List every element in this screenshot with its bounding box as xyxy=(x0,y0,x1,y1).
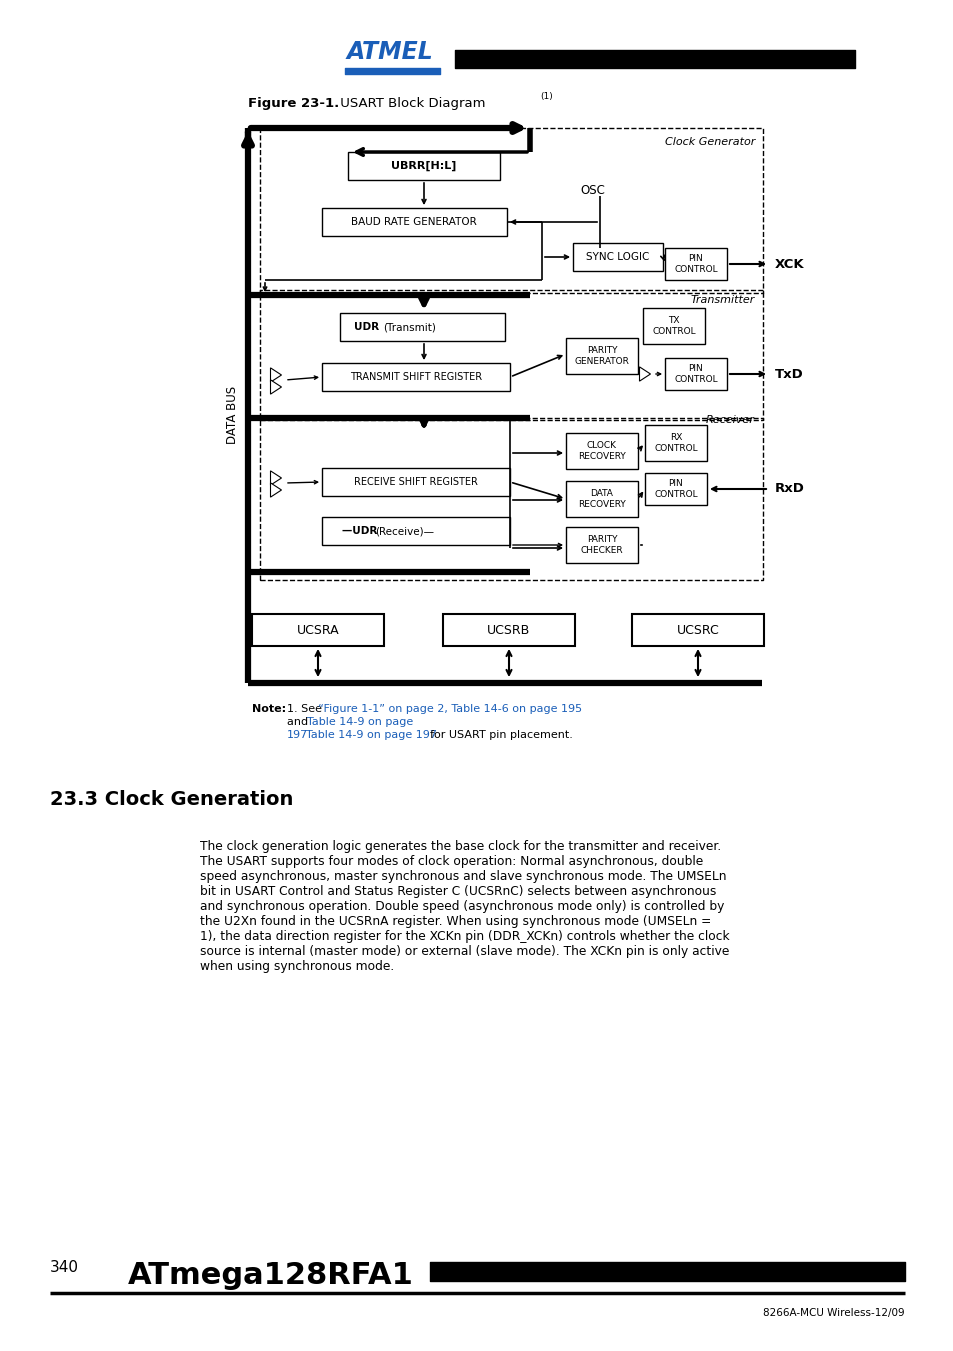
Text: speed asynchronous, master synchronous and slave synchronous mode. The UMSELn: speed asynchronous, master synchronous a… xyxy=(200,870,726,884)
Text: Figure 23-1.: Figure 23-1. xyxy=(248,96,339,109)
Bar xyxy=(664,358,726,390)
Text: Note:: Note: xyxy=(252,704,286,713)
Text: XCK: XCK xyxy=(774,258,803,270)
Bar xyxy=(642,308,704,345)
Text: UBRR[H:L]: UBRR[H:L] xyxy=(391,161,456,172)
Polygon shape xyxy=(271,471,281,485)
Bar xyxy=(322,208,506,236)
Text: UCSRA: UCSRA xyxy=(296,624,339,636)
Bar xyxy=(565,527,638,563)
Bar xyxy=(573,243,662,272)
Text: Transmitter: Transmitter xyxy=(690,295,754,305)
Text: when using synchronous mode.: when using synchronous mode. xyxy=(200,961,394,973)
Bar xyxy=(565,338,638,374)
Bar xyxy=(644,473,706,505)
Text: PIN
CONTROL: PIN CONTROL xyxy=(654,480,697,499)
Text: UDR: UDR xyxy=(354,322,382,332)
Text: UCSRC: UCSRC xyxy=(676,624,719,636)
Bar xyxy=(442,613,575,646)
Text: Receiver: Receiver xyxy=(705,415,754,426)
Text: CLOCK
RECOVERY: CLOCK RECOVERY xyxy=(578,442,625,461)
Bar xyxy=(260,128,762,293)
Polygon shape xyxy=(271,482,281,497)
Bar xyxy=(631,613,763,646)
Bar xyxy=(322,467,510,496)
Text: bit in USART Control and Status Register C (UCSRnC) selects between asynchronous: bit in USART Control and Status Register… xyxy=(200,885,716,898)
Bar xyxy=(322,517,510,544)
Text: ATMEL: ATMEL xyxy=(346,41,433,63)
Bar xyxy=(322,363,510,390)
Text: RxD: RxD xyxy=(774,482,804,496)
Polygon shape xyxy=(271,367,281,382)
Text: and: and xyxy=(287,717,312,727)
Text: DATA
RECOVERY: DATA RECOVERY xyxy=(578,489,625,509)
Text: source is internal (master mode) or external (slave mode). The XCKn pin is only : source is internal (master mode) or exte… xyxy=(200,944,729,958)
Text: TX
CONTROL: TX CONTROL xyxy=(652,316,695,335)
Text: (1): (1) xyxy=(539,92,552,101)
Text: PIN
CONTROL: PIN CONTROL xyxy=(674,254,717,274)
Text: The USART supports four modes of clock operation: Normal asynchronous, double: The USART supports four modes of clock o… xyxy=(200,855,702,867)
Text: the U2Xn found in the UCSRnA register. When using synchronous mode (UMSELn =: the U2Xn found in the UCSRnA register. W… xyxy=(200,915,711,928)
Text: SYNC LOGIC: SYNC LOGIC xyxy=(586,253,649,262)
Bar xyxy=(565,434,638,469)
Text: RECEIVE SHIFT REGISTER: RECEIVE SHIFT REGISTER xyxy=(354,477,477,486)
Text: USART Block Diagram: USART Block Diagram xyxy=(335,96,485,109)
Text: PARITY
CHECKER: PARITY CHECKER xyxy=(580,535,622,555)
Text: for USART pin placement.: for USART pin placement. xyxy=(430,730,572,740)
Text: PARITY
GENERATOR: PARITY GENERATOR xyxy=(574,346,629,366)
Text: (Receive)—: (Receive)— xyxy=(375,526,434,536)
Bar xyxy=(348,153,499,180)
Bar xyxy=(252,613,384,646)
Polygon shape xyxy=(271,380,281,394)
Text: The clock generation logic generates the base clock for the transmitter and rece: The clock generation logic generates the… xyxy=(200,840,720,852)
Bar xyxy=(260,417,762,580)
Text: ATmega128RFA1: ATmega128RFA1 xyxy=(128,1260,414,1289)
Bar xyxy=(339,313,504,340)
Text: UCSRB: UCSRB xyxy=(487,624,530,636)
Text: PIN
CONTROL: PIN CONTROL xyxy=(674,365,717,384)
Text: OSC: OSC xyxy=(579,184,604,196)
Text: RX
CONTROL: RX CONTROL xyxy=(654,434,697,453)
Text: 340: 340 xyxy=(50,1260,79,1275)
Text: Table 14-9 on page: Table 14-9 on page xyxy=(307,717,413,727)
Text: TxD: TxD xyxy=(774,367,803,381)
Text: and synchronous operation. Double speed (asynchronous mode only) is controlled b: and synchronous operation. Double speed … xyxy=(200,900,723,913)
Bar xyxy=(664,249,726,280)
Text: —UDR: —UDR xyxy=(342,526,381,536)
Text: 1), the data direction register for the XCKn pin (DDR_XCKn) controls whether the: 1), the data direction register for the … xyxy=(200,929,729,943)
Text: TRANSMIT SHIFT REGISTER: TRANSMIT SHIFT REGISTER xyxy=(350,372,481,382)
Text: BAUD RATE GENERATOR: BAUD RATE GENERATOR xyxy=(351,218,476,227)
Text: “Figure 1-1” on page 2, Table 14-6 on page 195: “Figure 1-1” on page 2, Table 14-6 on pa… xyxy=(317,704,581,713)
Text: (Transmit): (Transmit) xyxy=(382,322,436,332)
Text: DATA BUS: DATA BUS xyxy=(226,386,239,444)
Polygon shape xyxy=(639,367,650,381)
Bar xyxy=(565,481,638,517)
Text: 1. See: 1. See xyxy=(287,704,325,713)
Text: 23.3 Clock Generation: 23.3 Clock Generation xyxy=(50,790,294,809)
Bar xyxy=(260,290,762,420)
Text: 197: 197 xyxy=(287,730,308,740)
Bar xyxy=(644,426,706,461)
Text: 8266A-MCU Wireless-12/09: 8266A-MCU Wireless-12/09 xyxy=(762,1308,904,1319)
Text: Table 14-9 on page 197: Table 14-9 on page 197 xyxy=(306,730,436,740)
Text: Clock Generator: Clock Generator xyxy=(664,136,754,147)
